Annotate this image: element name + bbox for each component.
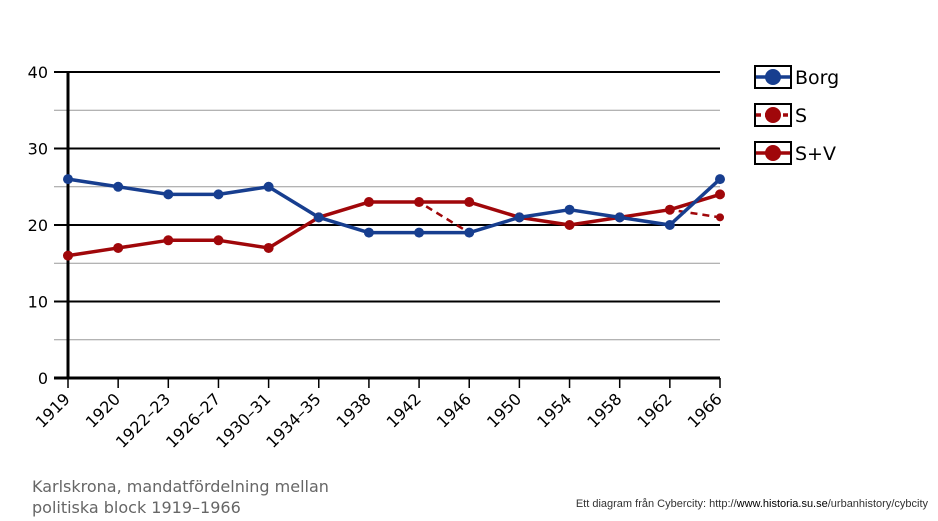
data-point-s-v: [363, 197, 374, 208]
data-point-s-v: [63, 250, 73, 261]
data-point-borg: [414, 227, 425, 238]
data-point-s-v: [564, 220, 575, 230]
series-line-s: [67, 200, 721, 257]
data-point-s: [716, 213, 724, 222]
y-tick-label: 30: [28, 140, 48, 159]
data-point-s-v: [715, 189, 725, 200]
x-tick-label: 1966: [684, 389, 726, 431]
data-point-s-v: [163, 235, 174, 246]
series-line-s-v: [67, 192, 721, 258]
chart-caption: Karlskrona, mandatfördelning mellan poli…: [32, 476, 392, 518]
data-point-borg: [514, 212, 525, 223]
credit-prefix: Ett diagram från Cybercity: http://: [575, 498, 737, 510]
data-point-borg: [163, 189, 174, 200]
legend-item-borg: Borg: [754, 65, 839, 89]
data-point-s-v: [113, 242, 124, 253]
legend-swatch-marker: [765, 145, 781, 161]
x-tick-label: 1950: [483, 389, 525, 431]
data-point-s-v: [263, 242, 274, 253]
data-point-s-v: [664, 204, 675, 215]
legend-item-s-v: S+V: [754, 141, 836, 165]
credit-path: /urbanhistory/cybcity: [827, 498, 928, 510]
y-tick-label: 0: [38, 369, 48, 388]
data-point-borg: [263, 181, 274, 192]
x-tick-label: 1934–35: [262, 389, 324, 451]
series-line-borg: [67, 177, 722, 235]
x-tick-label: 1942: [383, 389, 425, 431]
y-tick-labels: 0 10 20 30 40: [28, 63, 48, 388]
data-point-borg: [313, 212, 324, 223]
data-point-borg: [464, 227, 475, 238]
data-point-borg: [664, 220, 675, 230]
data-point-borg: [715, 174, 725, 185]
y-tick-label: 10: [28, 293, 48, 312]
y-tick-label: 40: [28, 63, 48, 82]
caption-line-1: Karlskrona, mandatfördelning mellan: [32, 477, 329, 496]
x-tick-label: 1920: [82, 389, 124, 431]
data-point-borg: [213, 189, 224, 200]
credit-host: www.historia.su.se: [736, 498, 828, 510]
x-tick-label: 1919: [32, 389, 74, 431]
x-tick-label: 1958: [583, 389, 625, 431]
data-point-s-v: [414, 197, 425, 208]
x-tick-label: 1962: [633, 389, 675, 431]
legend-label: Borg: [795, 67, 839, 89]
legend: Borg S S+V: [754, 65, 839, 165]
data-point-borg: [564, 204, 575, 215]
x-tick-label: 1946: [433, 389, 475, 431]
data-point-s-v: [464, 197, 475, 208]
axes: [54, 72, 720, 380]
data-point-borg: [63, 174, 73, 185]
grid-lines: [54, 71, 720, 341]
series-layer: [63, 174, 725, 261]
caption-line-2: politiska block 1919–1966: [32, 498, 241, 517]
source-credit: Ett diagram från Cybercity: http://www.h…: [576, 498, 928, 510]
x-tick-label: 1938: [333, 389, 375, 431]
data-point-s-v: [213, 235, 224, 246]
x-tick-label: 1954: [533, 389, 575, 431]
legend-item-s: S: [754, 103, 807, 127]
data-point-borg: [363, 227, 374, 238]
data-point-borg: [614, 212, 625, 223]
legend-swatch-marker: [765, 69, 781, 85]
legend-label: S+V: [795, 143, 836, 165]
legend-swatch-marker: [765, 107, 781, 123]
legend-label: S: [795, 105, 807, 127]
data-point-borg: [113, 181, 124, 192]
y-tick-label: 20: [28, 216, 48, 235]
